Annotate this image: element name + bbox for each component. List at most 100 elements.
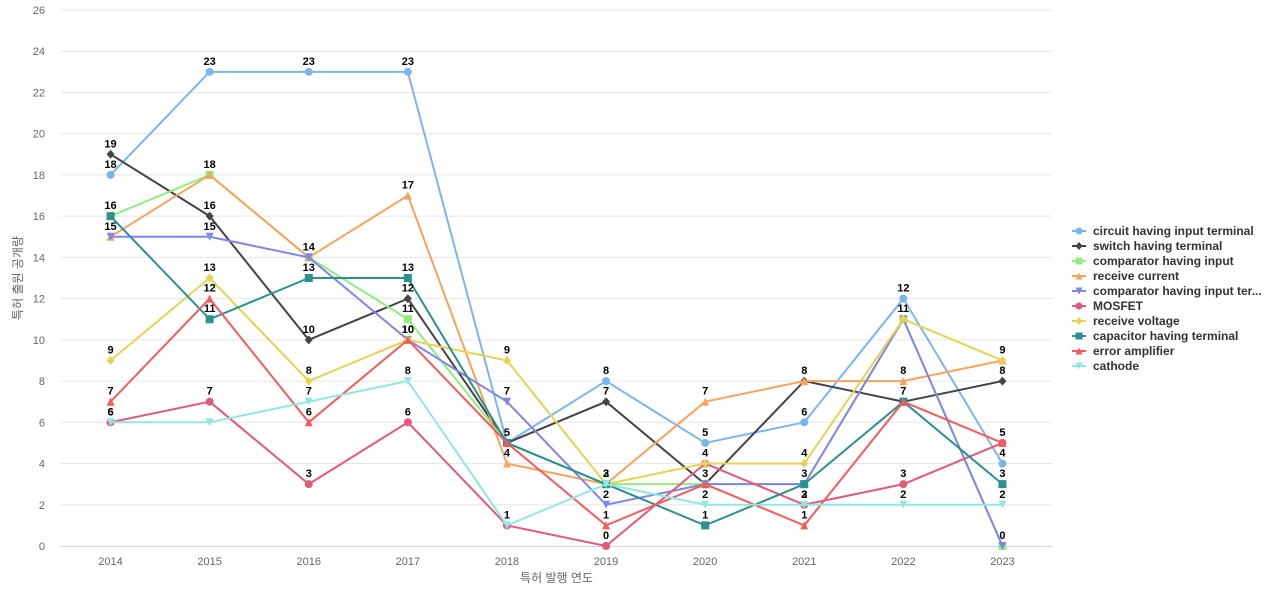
triangle-down-marker [899,500,908,509]
legend-label: cathode [1093,359,1139,373]
diamond-marker [106,355,115,365]
triangle-marker [106,397,115,406]
data-label: 8 [306,365,312,377]
diamond-marker [502,355,511,365]
data-label: 7 [107,386,113,398]
legend-label: MOSFET [1093,299,1144,313]
data-label: 12 [204,283,216,295]
triangle-marker [602,521,611,530]
series-line [110,235,1004,547]
diamond-marker [1075,242,1083,250]
triangle-down-marker [1075,362,1083,370]
data-label: 6 [107,406,113,418]
data-label: 3 [999,468,1005,480]
y-tick-label: 16 [33,211,45,223]
circle-marker [205,397,214,406]
data-label: 1 [504,509,510,521]
data-label: 10 [402,324,414,336]
y-tick-label: 0 [39,541,45,553]
diamond-marker [602,397,611,407]
legend-label: comparator having input [1093,254,1234,268]
data-label: 1 [702,509,708,521]
circle-marker [602,377,611,386]
triangle-marker [205,294,214,303]
legend-item[interactable]: switch having terminal [1072,239,1222,253]
grid-lines [61,9,1052,506]
y-tick-label: 8 [39,376,45,388]
legend-label: switch having terminal [1093,239,1222,253]
triangle-down-marker [106,418,115,427]
triangle-down-marker [800,500,809,509]
diamond-marker [998,376,1007,386]
triangle-down-marker [205,418,214,427]
series-8[interactable] [106,294,1007,530]
x-tick-label: 2023 [990,556,1014,568]
triangle-down-marker [304,253,313,262]
data-label: 3 [306,468,312,480]
data-label: 0 [999,530,1005,542]
data-label: 19 [104,138,116,150]
data-label: 4 [702,448,709,460]
series-line [110,380,1003,527]
circle-marker [899,480,908,489]
circle-marker [1075,302,1083,310]
series-line [109,215,1004,527]
series-6[interactable] [106,273,1007,489]
legend-item[interactable]: error amplifier [1072,344,1175,358]
data-label: 6 [405,406,411,418]
data-label: 4 [504,448,511,460]
data-label: 1 [603,509,609,521]
data-label: 7 [900,386,906,398]
legend-item[interactable]: comparator having input [1072,254,1234,268]
circle-marker [403,418,412,427]
diamond-marker [205,211,214,221]
series-9[interactable] [106,377,1007,530]
x-tick-label: 2022 [891,556,915,568]
x-tick-label: 2019 [594,556,618,568]
legend-item[interactable]: comparator having input ter... [1072,284,1262,298]
y-tick-label: 22 [33,87,45,99]
square-marker [304,274,313,282]
legend-item[interactable]: MOSFET [1072,299,1144,313]
legend-item[interactable]: circuit having input terminal [1072,224,1254,238]
data-label: 23 [303,56,315,68]
square-marker [998,480,1007,489]
triangle-marker [701,480,710,489]
y-tick-label: 24 [33,46,45,58]
diamond-marker [899,314,908,324]
series-2[interactable] [106,170,1007,550]
square-marker [106,212,115,221]
series-4[interactable] [106,232,1007,550]
diamond-marker [403,294,412,304]
triangle-down-marker [1075,287,1083,295]
legend-item[interactable]: capacitor having terminal [1072,329,1238,343]
data-label: 7 [603,386,609,398]
data-label: 2 [999,489,1005,501]
y-tick-label: 4 [39,459,45,471]
y-tick-label: 20 [33,129,45,141]
data-label: 10 [303,324,315,336]
triangle-down-marker [304,397,313,406]
series-0[interactable] [106,67,1007,468]
triangle-marker [403,191,412,200]
data-label: 13 [402,262,414,274]
legend-item[interactable]: receive current [1072,269,1179,283]
legend-item[interactable]: cathode [1072,359,1139,373]
circle-marker [304,67,313,76]
data-label: 18 [204,159,216,171]
legend-item[interactable]: receive voltage [1072,314,1180,328]
diamond-marker [106,149,115,159]
data-label: 16 [104,200,116,212]
data-label: 2 [603,489,609,501]
y-tick-label: 2 [39,500,45,512]
triangle-marker [800,377,809,386]
y-tick-label: 18 [33,170,45,182]
data-label: 3 [900,468,906,480]
data-label: 12 [402,283,414,295]
data-label: 12 [897,283,909,295]
y-axis-title: 특허 출원 공개량 [11,236,25,320]
series-line [109,277,1003,486]
series-line [109,70,1004,465]
